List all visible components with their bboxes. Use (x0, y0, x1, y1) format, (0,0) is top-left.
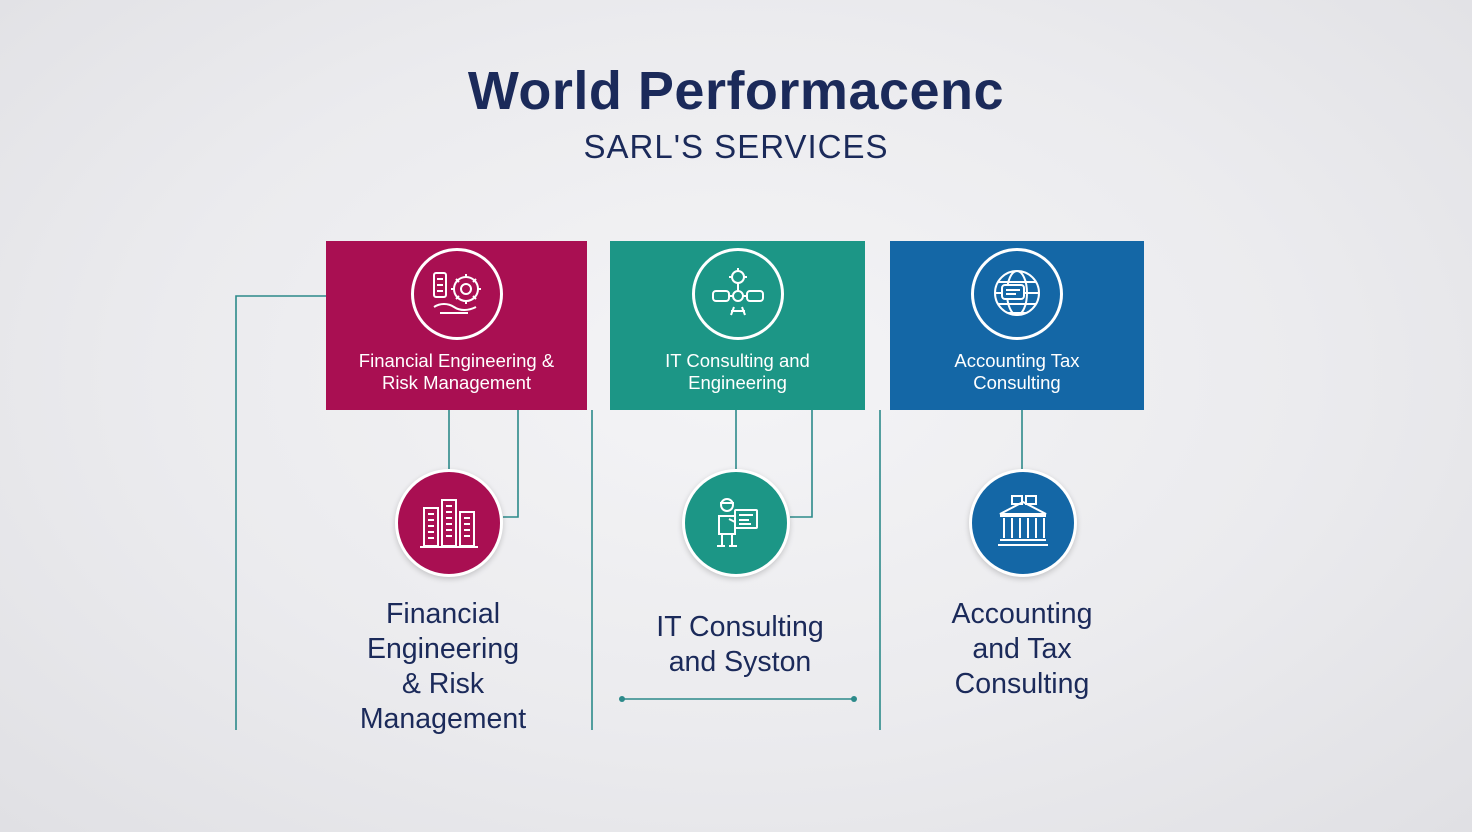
page-subtitle: SARL'S SERVICES (583, 128, 889, 165)
card-icon-ring (691, 248, 784, 340)
underline-dot-left (619, 696, 625, 702)
card-label: Financial Engineering & Risk Management (358, 350, 555, 393)
service-label-financial: Financial Engineering & Risk Management (359, 598, 527, 735)
card1-side-line (503, 410, 519, 518)
service-disc-it[interactable] (682, 469, 790, 577)
service-card-accounting[interactable]: Accounting Tax Consulting (890, 241, 1144, 410)
globe-ledger-icon (994, 270, 1040, 316)
card-label: IT Consulting and Engineering (665, 350, 810, 393)
it-network-icon (711, 268, 764, 316)
card-icon-ring (971, 248, 1063, 340)
buildings-icon (420, 499, 478, 548)
service-label-accounting: Accounting and Tax Consulting (951, 598, 1093, 700)
bank-icon (998, 495, 1048, 546)
service-disc-accounting[interactable] (969, 469, 1077, 577)
finance-gear-icon (432, 272, 481, 314)
service-label-it: IT Consulting and Syston (656, 611, 824, 678)
service-card-financial[interactable]: Financial Engineering & Risk Management (326, 241, 587, 410)
card-label: Accounting Tax Consulting (954, 350, 1080, 393)
card-icon-ring (410, 248, 503, 340)
underline-dot-right (851, 696, 857, 702)
card2-side-line (790, 410, 813, 518)
service-disc-financial[interactable] (395, 469, 503, 577)
left-bracket-line (235, 295, 326, 730)
page-title: World Performacenc (467, 61, 1005, 121)
service-card-it[interactable]: IT Consulting and Engineering (610, 241, 865, 410)
engineer-icon (717, 498, 758, 547)
